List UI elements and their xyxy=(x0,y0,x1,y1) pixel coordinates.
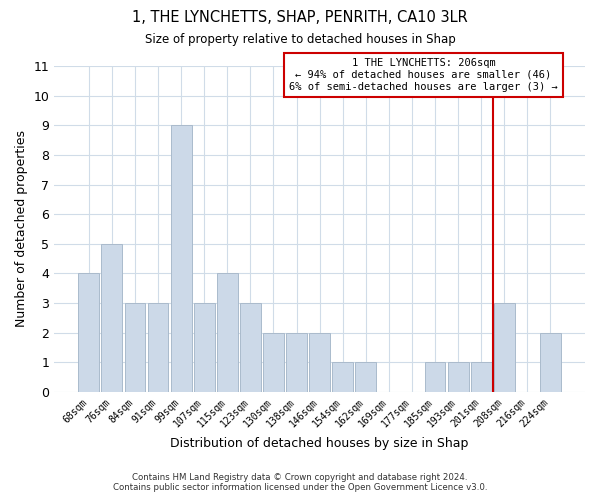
Bar xyxy=(101,244,122,392)
Bar xyxy=(332,362,353,392)
Bar xyxy=(540,332,561,392)
Bar xyxy=(217,274,238,392)
X-axis label: Distribution of detached houses by size in Shap: Distribution of detached houses by size … xyxy=(170,437,469,450)
Bar xyxy=(79,274,99,392)
Text: Contains HM Land Registry data © Crown copyright and database right 2024.
Contai: Contains HM Land Registry data © Crown c… xyxy=(113,473,487,492)
Bar xyxy=(471,362,491,392)
Bar xyxy=(148,303,169,392)
Bar xyxy=(286,332,307,392)
Bar xyxy=(355,362,376,392)
Y-axis label: Number of detached properties: Number of detached properties xyxy=(15,130,28,328)
Text: 1, THE LYNCHETTS, SHAP, PENRITH, CA10 3LR: 1, THE LYNCHETTS, SHAP, PENRITH, CA10 3L… xyxy=(132,10,468,25)
Bar xyxy=(425,362,445,392)
Text: Size of property relative to detached houses in Shap: Size of property relative to detached ho… xyxy=(145,32,455,46)
Bar xyxy=(125,303,145,392)
Bar xyxy=(494,303,515,392)
Bar xyxy=(240,303,261,392)
Text: 1 THE LYNCHETTS: 206sqm
← 94% of detached houses are smaller (46)
6% of semi-det: 1 THE LYNCHETTS: 206sqm ← 94% of detache… xyxy=(289,58,558,92)
Bar xyxy=(171,126,191,392)
Bar xyxy=(309,332,330,392)
Bar xyxy=(194,303,215,392)
Bar xyxy=(448,362,469,392)
Bar xyxy=(263,332,284,392)
